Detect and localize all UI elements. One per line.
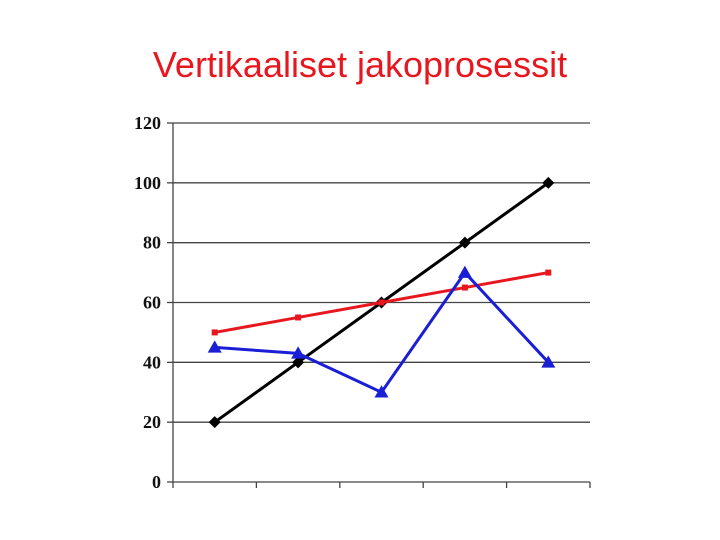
data-point-square (211, 329, 218, 336)
y-tick-label: 120 (134, 113, 161, 133)
data-point-triangle (457, 265, 472, 278)
series-lines (207, 176, 556, 429)
y-tick-label: 40 (143, 352, 161, 372)
y-tick-label: 100 (134, 173, 161, 193)
axes (167, 122, 591, 488)
data-point-square (461, 284, 468, 291)
data-point-diamond (208, 416, 221, 429)
data-point-square (378, 299, 385, 306)
y-tick-label: 60 (143, 293, 161, 313)
y-tick-label: 80 (143, 233, 161, 253)
series-line (214, 271, 550, 394)
series-3 (207, 265, 556, 398)
y-tick-labels: 0 20 40 60 80 100 120 (134, 113, 161, 492)
grid-lines (173, 122, 590, 423)
data-point-square (295, 314, 302, 321)
data-point-triangle (291, 346, 306, 359)
data-point-diamond (542, 176, 555, 189)
data-point-triangle (541, 355, 556, 368)
data-point-square (545, 269, 552, 276)
slide-title: Vertikaaliset jakoprosessit (152, 44, 568, 85)
data-point-diamond (458, 236, 471, 249)
series-2 (211, 269, 552, 336)
y-tick-label: 20 (143, 412, 161, 432)
data-point-triangle (374, 385, 389, 398)
data-point-diamond (292, 356, 305, 369)
data-point-triangle (207, 340, 222, 353)
y-tick-label: 0 (152, 472, 161, 492)
